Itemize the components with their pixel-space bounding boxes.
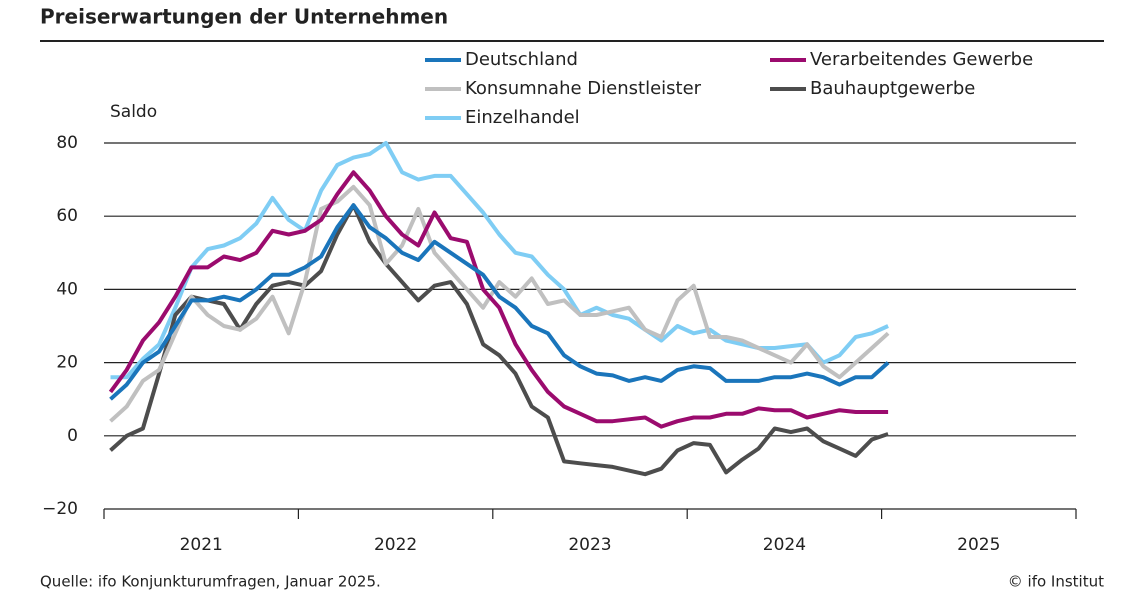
legend-label: Bauhauptgewerbe [810, 78, 975, 99]
legend-label: Deutschland [465, 49, 578, 70]
x-tick-label: 2021 [180, 535, 223, 555]
x-tick-label: 2023 [568, 535, 611, 555]
credit: © ifo Institut [1008, 573, 1104, 591]
x-tick-label: 2024 [763, 535, 806, 555]
y-tick-label: 80 [56, 133, 78, 153]
y-tick-label: 40 [56, 279, 78, 299]
legend-label: Einzelhandel [465, 107, 580, 128]
y-tick-label: −20 [42, 499, 78, 519]
y-tick-label: 20 [56, 353, 78, 373]
chart-title: Preiserwartungen der Unternehmen [40, 5, 448, 29]
y-tick-label: 60 [56, 206, 78, 226]
series-line [110, 141, 889, 380]
series-line [108, 170, 889, 429]
x-tick-label: 2022 [374, 535, 417, 555]
x-tick-label: 2025 [957, 535, 1000, 555]
source: Quelle: ifo Konjunkturumfragen, Januar 2… [40, 573, 381, 591]
legend-label: Konsumnahe Dienstleister [465, 78, 702, 99]
series-line [109, 184, 890, 423]
y-tick-label: 0 [67, 426, 78, 446]
y-axis-label: Saldo [110, 102, 157, 122]
legend-label: Verarbeitendes Gewerbe [810, 49, 1033, 70]
series-line [109, 203, 890, 401]
